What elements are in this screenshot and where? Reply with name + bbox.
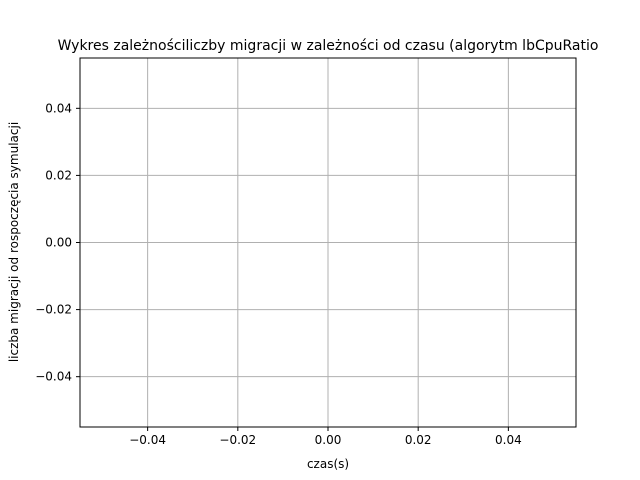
x-tick-label: −0.02 (219, 433, 256, 447)
grid (80, 58, 576, 427)
x-axis-ticks: −0.04 −0.02 0.00 0.02 0.04 (129, 427, 522, 447)
y-tick-label: 0.04 (45, 101, 72, 115)
x-axis-label: czas(s) (307, 457, 349, 471)
y-tick-label: 0.02 (45, 168, 72, 182)
x-tick-label: 0.00 (315, 433, 342, 447)
x-tick-label: 0.04 (495, 433, 522, 447)
x-tick-label: 0.02 (405, 433, 432, 447)
chart-title: Wykres zależnościliczby migracji w zależ… (58, 38, 599, 54)
x-tick-label: −0.04 (129, 433, 166, 447)
y-axis-ticks: −0.04 −0.02 0.00 0.02 0.04 (35, 101, 80, 384)
y-tick-label: −0.04 (35, 370, 72, 384)
y-axis-label: liczba migracji od rospoczęcia symulacji (7, 122, 21, 362)
y-tick-label: −0.02 (35, 303, 72, 317)
y-tick-label: 0.00 (45, 236, 72, 250)
